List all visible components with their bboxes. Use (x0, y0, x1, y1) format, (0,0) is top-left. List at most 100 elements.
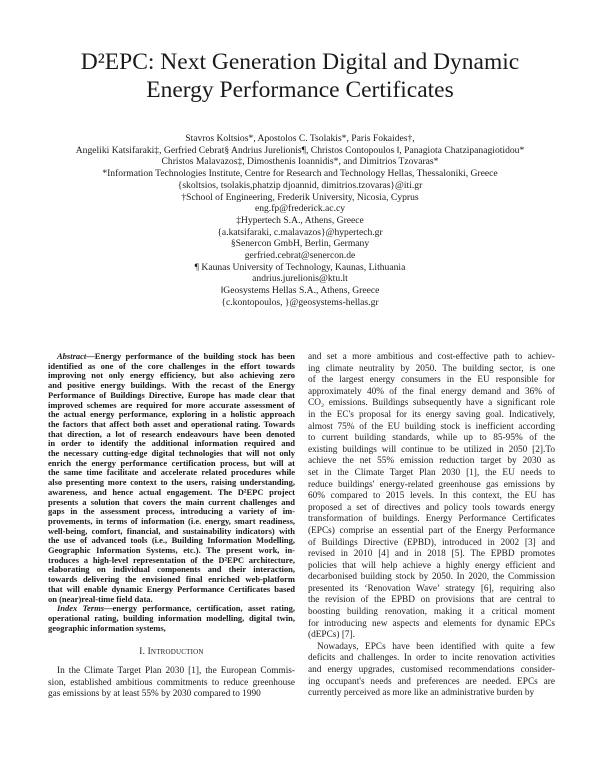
text-line: (EPCs) comprise an essential part of the… (308, 526, 555, 538)
left-column: Abstract—Energy performance of the build… (48, 352, 295, 701)
affiliation-line: ‡Hypertech S.A., Athens, Greece (236, 214, 364, 226)
line-text: (dEPCs) [7]. (308, 630, 355, 641)
line-text: provements, in terms of information (i.e… (48, 516, 295, 526)
text-line: In the Climate Target Plan 2030 [1], the… (48, 666, 295, 678)
line-text: elaborating on individual components and… (48, 565, 295, 575)
title-line: Energy Performance Certificates (146, 77, 454, 103)
line-text: (EPCs) comprise an essential part of the… (308, 525, 555, 536)
text-line: that direction, a lot of research endeav… (48, 430, 295, 440)
text-line: CO₂ emissions. Buildings subsequently ha… (308, 398, 555, 410)
text-line: set in the Climate Target Plan 2030 [1],… (308, 468, 555, 480)
line-text: geographic information systems, (48, 623, 166, 633)
line-text: proposed a set of directives and policy … (308, 502, 555, 513)
line-text: gaps in the assessment process, introduc… (48, 507, 295, 517)
line-text: —energy performance, certification, asse… (104, 604, 295, 614)
line-text: reduce buildings' energy-related greenho… (308, 479, 555, 490)
email-line: {c.kontopoulos, }@geosystems-hellas.gr (221, 296, 379, 308)
text-line: Performance of Buildings Directive, Euro… (48, 391, 295, 401)
introduction-text-left: In the Climate Target Plan 2030 [1], the… (48, 666, 295, 701)
line-text: the same time facilitate and accelerate … (48, 468, 295, 478)
text-line: for introducing new aspects and elements… (308, 619, 555, 631)
author-line: Angeliki Katsifaraki‡, Gerfried Cebrat§ … (75, 144, 525, 156)
text-line: of Buildings Directive (EPBD), introduce… (308, 538, 555, 550)
email-line: {skoltsios, tsolakis,phatzip djoannid, d… (177, 179, 423, 191)
line-text: —Energy performance of the building stoc… (86, 352, 295, 361)
text-line: currently perceived as more like an admi… (308, 688, 555, 700)
text-line: presented its ‘Renovation Wave’ strategy… (308, 584, 555, 596)
text-line: on (near)real-time field data. (48, 595, 295, 605)
text-line: ing climate neutrality by 2050. The buil… (308, 364, 555, 376)
line-text: to current building standards, while up … (308, 433, 555, 444)
text-line: (dEPCs) [7]. (308, 630, 555, 642)
line-text: troduces a high-level representation of … (48, 555, 295, 565)
text-line: the use of advanced tools (i.e., Buildin… (48, 536, 295, 546)
email-line: andrius.jurelionis@ktu.lt (252, 273, 348, 285)
text-line: achieve the net 55% emission reduction t… (308, 456, 555, 468)
text-line: of the largest energy consumers in the E… (308, 375, 555, 387)
line-text: that will enable dynamic Energy Performa… (48, 584, 295, 594)
line-text: also presenting more context to the user… (48, 478, 295, 488)
email-line: {a.katsifaraki, c.malavazos}@hypertech.g… (217, 226, 383, 238)
introduction-text-right: and set a more ambitious and cost-effect… (308, 352, 555, 700)
line-text: 60% compared to 2015 levels. In this con… (308, 491, 555, 502)
line-text: sion, established ambitious commitments … (48, 677, 295, 688)
text-line: Index Terms—energy performance, certific… (48, 604, 295, 614)
line-text: policies that will help achieve a highly… (308, 560, 555, 571)
index-terms: Index Terms—energy performance, certific… (48, 604, 295, 633)
line-text: operational rating, building information… (48, 613, 295, 623)
text-line: in order to identify the additional info… (48, 439, 295, 449)
affiliation-line: ¶ Kaunas University of Technology, Kauna… (194, 261, 406, 273)
line-text: revised in 2010 [4] and in 2018 [5]. The… (308, 549, 555, 560)
line-text: the factors that affect both asset and o… (48, 419, 295, 429)
text-line: boosting building renovation, making it … (308, 607, 555, 619)
line-text: almost 75% of the EU building stock is i… (308, 421, 555, 432)
line-text: decarbonised building stock by 2050. In … (308, 572, 555, 583)
line-text: presented its ‘Renovation Wave’ strategy… (308, 583, 555, 594)
line-text: approximately 40% of the final energy de… (308, 386, 555, 397)
paragraph: and set a more ambitious and cost-effect… (308, 352, 555, 642)
affiliation-line: †School of Engineering, Frederik Univers… (181, 191, 419, 203)
author-line: Stavros Koltsios*, Apostolos C. Tsolakis… (185, 133, 415, 144)
line-text: the necessary cutting-edge digital techn… (48, 449, 295, 459)
abstract-label: Abstract (57, 352, 87, 361)
line-text: in order to identify the additional info… (48, 439, 295, 449)
text-line: provements, in terms of information (i.e… (48, 517, 295, 527)
text-line: Nowadays, EPCs have been identified with… (308, 642, 555, 654)
text-line: also presenting more context to the user… (48, 478, 295, 488)
text-line: awareness, and hence actual engagement. … (48, 488, 295, 498)
line-text: gas emissions by at least 55% by 2030 co… (48, 689, 261, 700)
line-text: existing buildings will continue to be u… (308, 444, 555, 455)
text-line: improving not only energy efficiency, bu… (48, 371, 295, 381)
line-text: for introducing new aspects and elements… (308, 618, 555, 629)
index-terms-label: Index Terms (57, 604, 105, 614)
line-text: improved schemes are required for more a… (48, 400, 295, 410)
line-text: and positive energy buildings. With the … (48, 381, 295, 391)
line-text: currently perceived as more like an admi… (308, 688, 535, 699)
text-line: enrich the energy performance certificat… (48, 459, 295, 469)
line-text: achieve the net 55% emission reduction t… (308, 456, 555, 467)
affiliation-line: §Senercon GmbH, Berlin, Germany (230, 238, 370, 250)
author-line: Christos Malavazos‡, Dimosthenis Ioannid… (161, 156, 439, 168)
text-line: proposed a set of directives and policy … (308, 503, 555, 515)
line-text: towards delivering the envisioned final … (48, 575, 295, 585)
text-line: geographic information systems, (48, 624, 295, 634)
abstract: Abstract—Energy performance of the build… (48, 352, 295, 604)
line-text: of the largest energy consumers in the E… (308, 375, 555, 386)
text-line: that will enable dynamic Energy Performa… (48, 585, 295, 595)
line-text: and set a more ambitious and cost-effect… (308, 352, 555, 362)
text-line: troduces a high-level representation of … (48, 556, 295, 566)
line-text: the revision of the EPBD on provisions t… (308, 595, 555, 606)
text-line: Geographic Information Systems, etc.). T… (48, 546, 295, 556)
line-text: presents a solution that covers the main… (48, 497, 295, 507)
text-line: and positive energy buildings. With the … (48, 381, 295, 391)
line-text: set in the Climate Target Plan 2030 [1],… (308, 467, 555, 478)
text-line: the revision of the EPBD on provisions t… (308, 595, 555, 607)
text-line: presents a solution that covers the main… (48, 498, 295, 508)
paper-title: D²EPC: Next Generation Digital and Dynam… (0, 48, 600, 104)
text-line: gaps in the assessment process, introduc… (48, 507, 295, 517)
text-line: ing occupant's needs and preferences are… (308, 677, 555, 689)
text-line: improved schemes are required for more a… (48, 401, 295, 411)
text-line: and set a more ambitious and cost-effect… (308, 352, 555, 364)
text-line: sion, established ambitious commitments … (48, 678, 295, 690)
email-line: eng.fp@frederick.ac.cy (254, 203, 346, 215)
